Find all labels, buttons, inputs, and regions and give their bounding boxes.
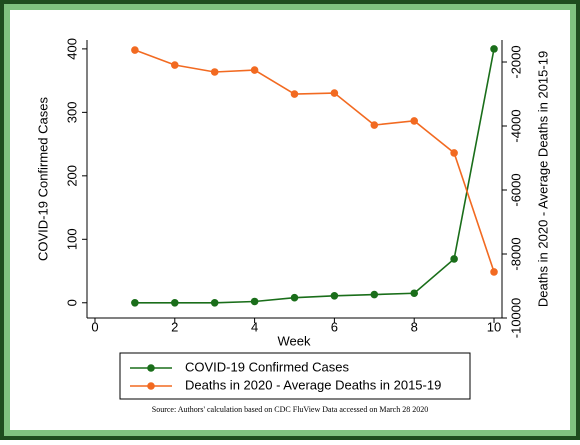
legend-marker bbox=[147, 364, 155, 372]
data-point bbox=[410, 289, 419, 298]
data-point bbox=[210, 68, 219, 76]
data-point bbox=[290, 90, 299, 98]
data-point bbox=[450, 149, 458, 157]
data-point bbox=[370, 290, 379, 299]
x-tick-label: 4 bbox=[251, 319, 258, 334]
y-tick-label: 400 bbox=[64, 38, 79, 60]
data-point bbox=[170, 298, 179, 307]
y2-axis-title: Deaths in 2020 - Average Deaths in 2015-… bbox=[535, 51, 550, 307]
y-tick-label: 200 bbox=[64, 165, 79, 187]
y2-tick-label: -6000 bbox=[508, 173, 523, 206]
data-point bbox=[450, 255, 458, 263]
series-line bbox=[134, 49, 495, 273]
y2-tick-label: -8000 bbox=[508, 237, 523, 270]
y-tick-label: 300 bbox=[64, 102, 79, 124]
x-tick-label: 10 bbox=[487, 319, 501, 334]
data-point bbox=[210, 298, 219, 307]
y2-tick-label: -2000 bbox=[508, 45, 523, 78]
y2-tick-label: -4000 bbox=[508, 109, 523, 142]
y2-tick-label: -10000 bbox=[508, 298, 523, 338]
legend-box bbox=[119, 352, 471, 400]
data-point bbox=[410, 117, 419, 125]
source-note: Source: Authors' calculation based on CD… bbox=[152, 405, 428, 414]
y-tick-label: 100 bbox=[64, 228, 79, 250]
data-point bbox=[250, 66, 259, 74]
data-point bbox=[490, 45, 498, 53]
legend-label: Deaths in 2020 - Average Deaths in 2015-… bbox=[185, 377, 441, 392]
x-tick-label: 2 bbox=[171, 319, 178, 334]
data-point bbox=[490, 268, 498, 276]
data-point bbox=[170, 61, 179, 69]
data-point bbox=[131, 46, 139, 54]
data-point bbox=[250, 297, 259, 306]
x-tick-label: 8 bbox=[411, 319, 418, 334]
data-point bbox=[131, 298, 139, 307]
data-point bbox=[330, 291, 339, 300]
data-point bbox=[290, 293, 299, 302]
legend-label: COVID-19 Confirmed Cases bbox=[185, 359, 349, 374]
x-axis-title: Week bbox=[278, 333, 311, 348]
series-line bbox=[134, 48, 495, 304]
y-tick-label: 0 bbox=[64, 299, 79, 306]
y-axis-title: COVID-19 Confirmed Cases bbox=[35, 97, 50, 261]
data-point bbox=[330, 89, 339, 97]
data-point bbox=[370, 121, 379, 129]
x-tick-label: 6 bbox=[331, 319, 338, 334]
x-tick-label: 0 bbox=[91, 319, 98, 334]
legend-marker bbox=[147, 382, 155, 390]
